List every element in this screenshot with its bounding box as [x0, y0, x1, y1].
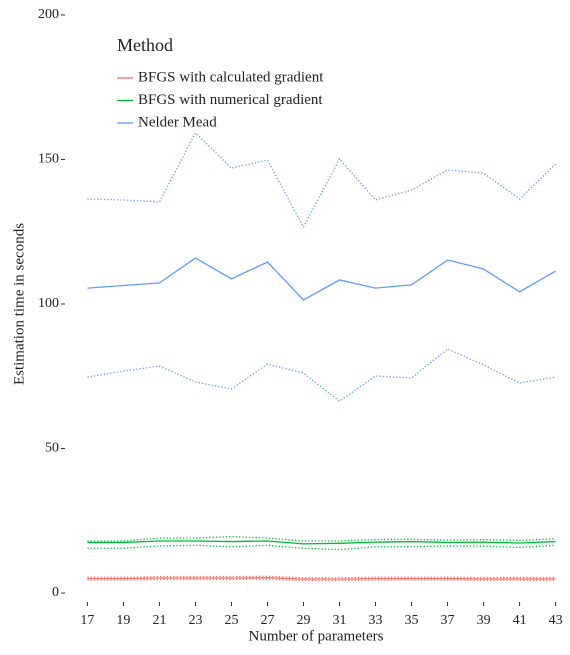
x-tick-label: 27	[260, 613, 274, 628]
x-tick-label: 21	[152, 613, 166, 628]
bound-line	[87, 544, 556, 551]
y-tick-label: 100	[38, 296, 59, 311]
x-tick-label: 39	[477, 613, 491, 628]
x-tick-label: 29	[296, 613, 310, 628]
x-tick-label: 43	[549, 613, 563, 628]
bound-line	[87, 131, 557, 229]
legend-label: BFGS with calculated gradient	[138, 69, 324, 85]
y-axis-label: Estimation time in seconds	[11, 223, 27, 385]
x-tick-label: 35	[405, 613, 419, 628]
bound-line	[87, 575, 556, 579]
x-tick-label: 41	[513, 613, 527, 628]
line	[87, 257, 556, 301]
x-tick-label: 31	[333, 613, 347, 628]
line	[87, 540, 556, 545]
x-axis-label: Number of parameters	[249, 628, 384, 644]
legend-label: BFGS with numerical gradient	[138, 92, 323, 108]
y-tick-label: 50	[45, 441, 59, 456]
bound-line	[87, 536, 556, 542]
x-tick-label: 25	[224, 613, 238, 628]
legend-label: Nelder Mead	[138, 114, 217, 130]
line	[87, 577, 556, 580]
y-tick-label: 150	[38, 152, 59, 167]
x-tick-label: 19	[116, 613, 130, 628]
bound-line	[87, 578, 556, 582]
y-tick-label: 0	[52, 585, 59, 600]
legend-title: Method	[117, 35, 173, 55]
bound-line	[87, 348, 556, 402]
x-tick-label: 23	[188, 613, 202, 628]
y-tick-label: 200	[38, 7, 59, 22]
x-tick-label: 37	[441, 613, 455, 628]
x-tick-label: 33	[369, 613, 383, 628]
x-tick-label: 17	[80, 613, 94, 628]
